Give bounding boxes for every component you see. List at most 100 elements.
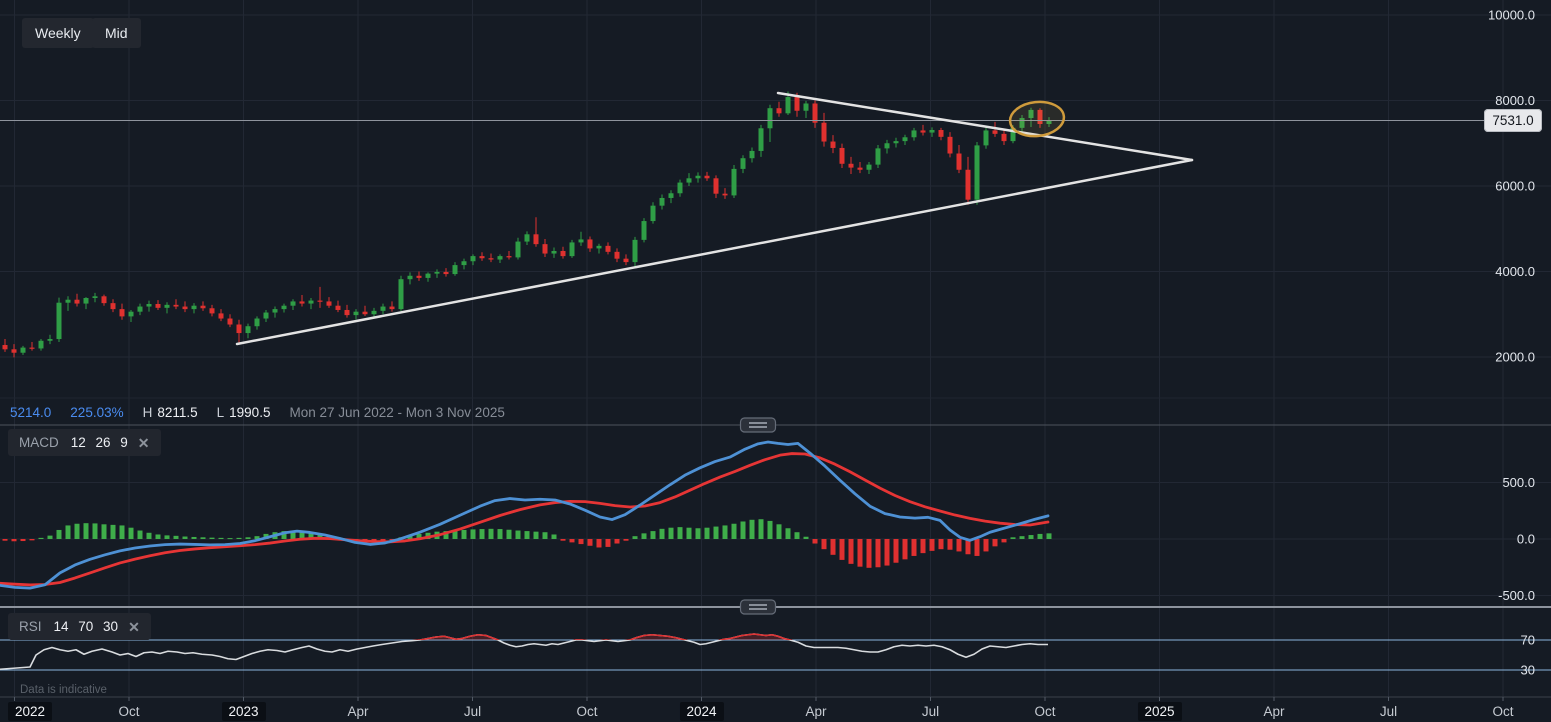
candle-body <box>785 97 791 114</box>
rsi-close-icon[interactable]: ✕ <box>128 618 140 635</box>
macd-histogram-bar <box>704 527 710 539</box>
current-price-tag: 7531.0 <box>1484 109 1542 132</box>
pane-resize-handle[interactable] <box>739 417 777 433</box>
macd-histogram-bar <box>110 524 116 539</box>
candle-body <box>821 122 827 142</box>
macd-histogram-bar <box>164 535 170 539</box>
macd-histogram-bar <box>731 523 737 539</box>
x-axis-month-label: Jul <box>1379 704 1398 719</box>
macd-histogram-bar <box>128 527 134 539</box>
date-range-label: Mon 27 Jun 2022 - Mon 3 Nov 2025 <box>289 405 505 420</box>
price-axis-label: 10000.0 <box>1488 8 1535 23</box>
x-axis-year-label: 2025 <box>1137 702 1182 721</box>
candle-body <box>974 145 980 200</box>
candle-body <box>20 347 26 353</box>
x-axis-year-label: 2023 <box>221 702 266 721</box>
macd-histogram-bar <box>785 528 791 539</box>
candle-body <box>578 239 584 243</box>
macd-histogram-bar <box>965 539 971 555</box>
x-axis-month-label: Jul <box>921 704 940 719</box>
rsi-line <box>0 633 1048 671</box>
candle-body <box>290 301 296 306</box>
macd-histogram-bar <box>695 528 701 539</box>
ellipse-annotation[interactable] <box>1008 99 1066 138</box>
macd-histogram-bar <box>245 537 251 539</box>
pane-resize-handle[interactable] <box>739 599 777 615</box>
candle-body <box>992 130 998 134</box>
macd-histogram-bar <box>668 527 674 539</box>
trendline-drawing[interactable] <box>235 158 1194 346</box>
candle-body <box>506 256 512 258</box>
candle-body <box>236 324 242 334</box>
candle-body <box>479 256 485 259</box>
timeframe-button[interactable]: Weekly <box>22 18 94 48</box>
macd-histogram-bar <box>119 525 125 539</box>
macd-histogram-bar <box>983 539 989 552</box>
macd-histogram-bar <box>209 537 215 539</box>
candle-body <box>443 271 449 275</box>
macd-histogram-bar <box>308 532 314 539</box>
macd-histogram-bar <box>1046 533 1052 539</box>
candle-body <box>209 308 215 314</box>
macd-params-label: 12 26 9 <box>70 435 128 450</box>
macd-histogram-bar <box>452 530 458 539</box>
candle-body <box>704 175 710 179</box>
macd-close-icon[interactable]: ✕ <box>137 434 150 451</box>
candle-body <box>137 306 143 312</box>
candle-body <box>794 97 800 111</box>
macd-histogram-bar <box>416 533 422 539</box>
candle-body <box>110 303 116 310</box>
macd-histogram-bar <box>920 539 926 554</box>
macd-histogram-bar <box>83 523 89 539</box>
candle-body <box>812 103 818 123</box>
candle-body <box>146 303 152 307</box>
rsi-overbought-line <box>411 633 793 640</box>
candle-body <box>902 137 908 142</box>
data-indicative-note: Data is indicative <box>20 684 107 696</box>
macd-histogram-bar <box>200 537 206 539</box>
candle-body <box>74 299 80 304</box>
macd-histogram-bar <box>317 533 323 539</box>
macd-histogram-bar <box>470 529 476 539</box>
macd-axis-label: 0.0 <box>1517 532 1535 547</box>
x-axis-year-label: 2024 <box>679 702 724 721</box>
macd-histogram-bar <box>596 539 602 548</box>
macd-histogram-bar <box>524 531 530 539</box>
macd-histogram-bar <box>479 529 485 539</box>
candle-body <box>155 303 161 308</box>
macd-histogram-bar <box>38 537 44 539</box>
candle-body <box>119 309 125 317</box>
candle-body <box>92 296 98 299</box>
candle-body <box>227 318 233 325</box>
high-label: H <box>142 405 153 420</box>
candle-body <box>623 258 629 263</box>
trendline-drawing[interactable] <box>776 91 1194 162</box>
macd-histogram-bar <box>542 532 548 539</box>
candle-body <box>920 130 926 133</box>
candle-body <box>515 241 521 258</box>
rsi-axis-label: 70 <box>1521 633 1535 648</box>
candle-body <box>380 306 386 311</box>
macd-histogram-bar <box>650 531 656 539</box>
candle-body <box>488 258 494 260</box>
candle-body <box>353 311 359 316</box>
macd-histogram-bar <box>956 539 962 552</box>
price-axis-label: 2000.0 <box>1495 350 1535 365</box>
candle-body <box>569 242 575 257</box>
low-label: L <box>216 405 225 420</box>
candle-body <box>560 250 566 257</box>
macd-histogram-bar <box>659 528 665 539</box>
candle-body <box>425 273 431 278</box>
macd-histogram-bar <box>623 539 629 541</box>
macd-histogram-bar <box>938 539 944 550</box>
candle-body <box>272 309 278 313</box>
macd-histogram-bar <box>56 529 62 539</box>
candle-body <box>29 347 35 349</box>
macd-histogram-bar <box>191 536 197 539</box>
price-type-button[interactable]: Mid <box>92 18 141 48</box>
price-axis-label: 6000.0 <box>1495 179 1535 194</box>
macd-histogram-bar <box>407 535 413 539</box>
rsi-legend: RSI 14 70 30 ✕ <box>8 613 151 640</box>
